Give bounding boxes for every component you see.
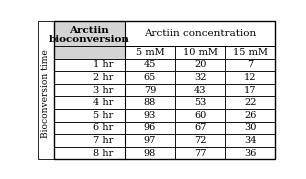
Bar <box>125 71 175 84</box>
Bar <box>125 59 175 71</box>
Text: 1 hr: 1 hr <box>93 61 114 69</box>
Bar <box>225 147 275 159</box>
Text: 97: 97 <box>144 136 156 145</box>
Text: 2 hr: 2 hr <box>93 73 114 82</box>
Bar <box>225 46 275 59</box>
Text: Arctiin concentration: Arctiin concentration <box>144 29 256 38</box>
Text: 88: 88 <box>144 98 156 107</box>
Bar <box>54 96 125 109</box>
Text: 53: 53 <box>194 98 206 107</box>
Bar <box>125 96 175 109</box>
Text: 79: 79 <box>144 86 156 95</box>
Text: 8 hr: 8 hr <box>93 149 114 158</box>
Text: 7: 7 <box>247 61 253 69</box>
Text: 12: 12 <box>244 73 256 82</box>
Text: 67: 67 <box>194 123 206 132</box>
Text: 32: 32 <box>194 73 206 82</box>
Bar <box>54 84 125 96</box>
Bar <box>54 59 125 71</box>
Bar <box>175 122 225 134</box>
Text: 30: 30 <box>244 123 256 132</box>
Bar <box>175 71 225 84</box>
Bar <box>54 71 125 84</box>
Text: 10 mM: 10 mM <box>183 48 218 57</box>
Text: 22: 22 <box>244 98 256 107</box>
Text: 26: 26 <box>244 111 256 120</box>
Bar <box>225 134 275 147</box>
Bar <box>125 46 175 59</box>
Text: 60: 60 <box>194 111 206 120</box>
Bar <box>38 21 54 159</box>
Bar <box>54 147 125 159</box>
Bar <box>125 134 175 147</box>
Bar <box>225 96 275 109</box>
Text: 6 hr: 6 hr <box>93 123 114 132</box>
Bar <box>125 109 175 122</box>
Bar <box>175 134 225 147</box>
Text: 36: 36 <box>244 149 256 158</box>
Bar <box>54 122 125 134</box>
Text: 7 hr: 7 hr <box>93 136 114 145</box>
Bar <box>175 109 225 122</box>
Bar <box>225 71 275 84</box>
Text: 65: 65 <box>144 73 156 82</box>
Bar <box>175 96 225 109</box>
Bar <box>125 147 175 159</box>
Bar <box>175 84 225 96</box>
Text: bioconversion: bioconversion <box>49 35 130 44</box>
Bar <box>54 46 125 59</box>
Text: 98: 98 <box>144 149 156 158</box>
Text: 34: 34 <box>244 136 256 145</box>
Bar <box>175 46 225 59</box>
Text: 72: 72 <box>194 136 206 145</box>
Text: 15 mM: 15 mM <box>233 48 268 57</box>
Bar <box>54 134 125 147</box>
Text: 96: 96 <box>144 123 156 132</box>
Bar <box>225 84 275 96</box>
Bar <box>225 122 275 134</box>
Text: 20: 20 <box>194 61 206 69</box>
Bar <box>54 109 125 122</box>
Text: 17: 17 <box>244 86 256 95</box>
Text: 77: 77 <box>194 149 206 158</box>
Text: 3 hr: 3 hr <box>93 86 114 95</box>
Bar <box>125 122 175 134</box>
Text: 4 hr: 4 hr <box>93 98 114 107</box>
Text: 43: 43 <box>194 86 206 95</box>
Bar <box>175 147 225 159</box>
Text: Arctiin: Arctiin <box>69 26 109 35</box>
Bar <box>175 59 225 71</box>
Text: 5 mM: 5 mM <box>136 48 164 57</box>
Text: 5 hr: 5 hr <box>93 111 114 120</box>
Text: Bioconversion time: Bioconversion time <box>41 49 50 137</box>
Bar <box>54 21 125 46</box>
Text: 93: 93 <box>144 111 156 120</box>
Bar <box>125 84 175 96</box>
Bar <box>225 109 275 122</box>
Bar <box>225 59 275 71</box>
Bar <box>125 21 275 46</box>
Text: 45: 45 <box>144 61 156 69</box>
